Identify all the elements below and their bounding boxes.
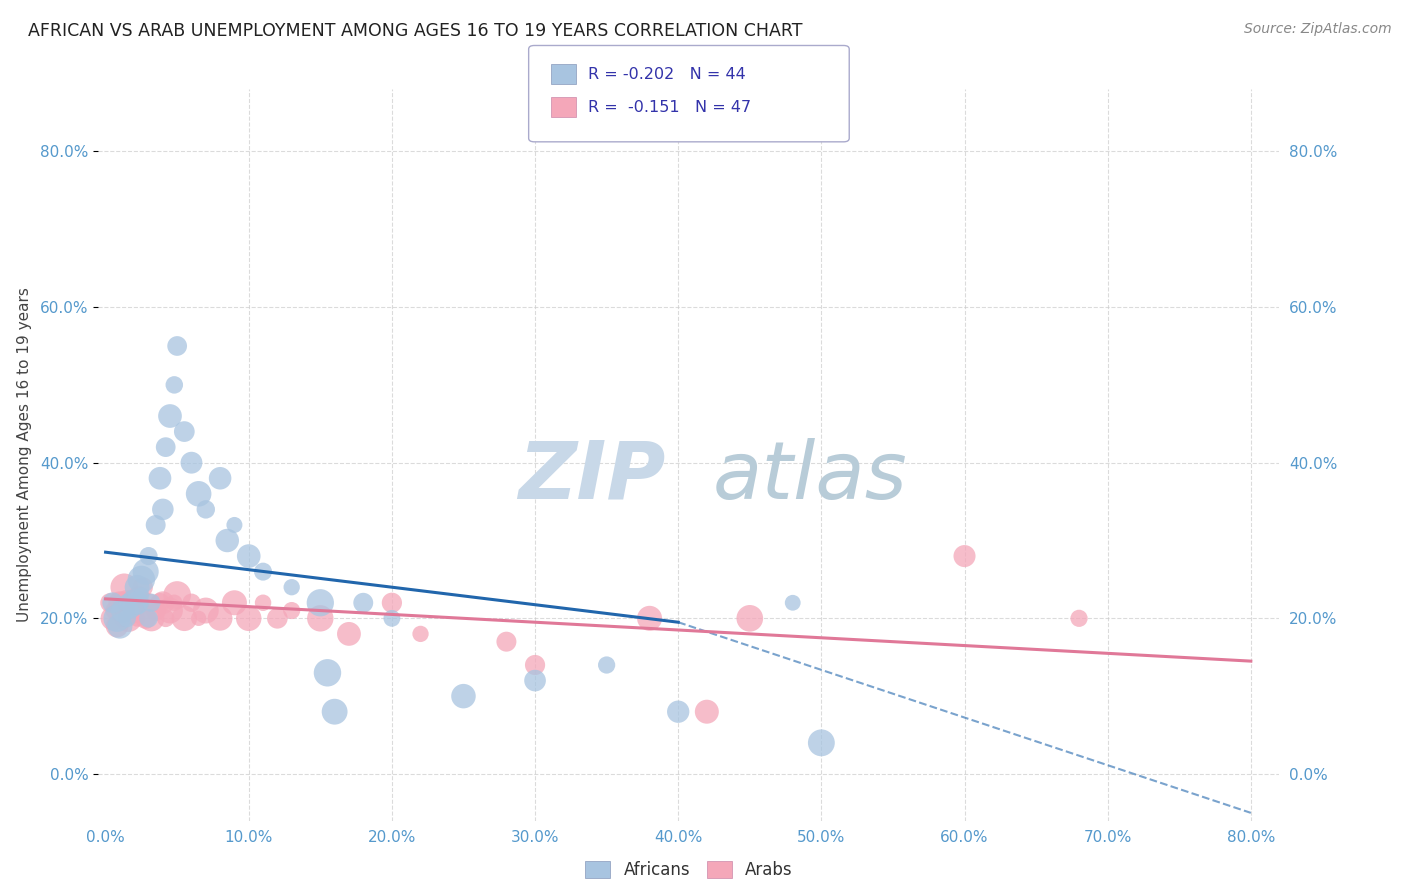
Text: ZIP: ZIP bbox=[517, 438, 665, 516]
Point bbox=[1067, 611, 1090, 625]
Point bbox=[138, 596, 160, 610]
Point bbox=[187, 611, 209, 625]
Point bbox=[280, 603, 302, 617]
Point bbox=[108, 619, 131, 633]
Point bbox=[120, 603, 142, 617]
Point bbox=[111, 611, 134, 625]
Point bbox=[696, 705, 718, 719]
Point bbox=[135, 565, 157, 579]
Point bbox=[495, 634, 517, 648]
Point bbox=[159, 409, 181, 423]
Point bbox=[131, 573, 153, 587]
Point bbox=[163, 377, 186, 392]
Point bbox=[104, 603, 127, 617]
Point bbox=[352, 596, 374, 610]
Point bbox=[138, 611, 160, 625]
Point bbox=[194, 502, 217, 516]
Point bbox=[224, 596, 246, 610]
Point bbox=[101, 611, 124, 625]
Point bbox=[180, 456, 202, 470]
Point bbox=[524, 673, 547, 688]
Point bbox=[316, 665, 339, 680]
Point bbox=[381, 611, 404, 625]
Point bbox=[149, 471, 172, 485]
Point bbox=[132, 580, 155, 594]
Point bbox=[141, 611, 163, 625]
Point bbox=[524, 658, 547, 673]
Point bbox=[666, 705, 689, 719]
Point bbox=[194, 603, 217, 617]
Point bbox=[209, 471, 232, 485]
Point bbox=[209, 611, 232, 625]
Text: AFRICAN VS ARAB UNEMPLOYMENT AMONG AGES 16 TO 19 YEARS CORRELATION CHART: AFRICAN VS ARAB UNEMPLOYMENT AMONG AGES … bbox=[28, 22, 803, 40]
Point bbox=[108, 596, 131, 610]
Point bbox=[155, 440, 177, 454]
Point bbox=[152, 596, 174, 610]
Point bbox=[105, 619, 128, 633]
Point bbox=[135, 611, 157, 625]
Point bbox=[138, 549, 160, 563]
Text: R =  -0.151   N = 47: R = -0.151 N = 47 bbox=[588, 100, 751, 114]
Point bbox=[224, 518, 246, 533]
Point bbox=[180, 596, 202, 610]
Point bbox=[122, 596, 145, 610]
Point bbox=[149, 596, 172, 610]
Point bbox=[98, 596, 121, 610]
Point bbox=[323, 705, 346, 719]
Point bbox=[125, 611, 148, 625]
Text: Source: ZipAtlas.com: Source: ZipAtlas.com bbox=[1244, 22, 1392, 37]
Point bbox=[101, 596, 124, 610]
Legend: Africans, Arabs: Africans, Arabs bbox=[578, 854, 800, 886]
Point bbox=[111, 603, 134, 617]
Point bbox=[152, 502, 174, 516]
Point bbox=[337, 627, 360, 641]
Point bbox=[105, 611, 128, 625]
Text: R = -0.202   N = 44: R = -0.202 N = 44 bbox=[588, 67, 745, 81]
Point bbox=[381, 596, 404, 610]
Point bbox=[266, 611, 288, 625]
Point bbox=[115, 596, 138, 610]
Point bbox=[166, 588, 188, 602]
Point bbox=[115, 611, 138, 625]
Point bbox=[217, 533, 239, 548]
Point bbox=[141, 596, 163, 610]
Y-axis label: Unemployment Among Ages 16 to 19 years: Unemployment Among Ages 16 to 19 years bbox=[17, 287, 32, 623]
Point bbox=[145, 603, 167, 617]
Point bbox=[309, 611, 332, 625]
Point bbox=[159, 603, 181, 617]
Point bbox=[112, 580, 135, 594]
Point bbox=[453, 689, 475, 703]
Point bbox=[120, 603, 142, 617]
Point bbox=[238, 549, 260, 563]
Point bbox=[738, 611, 761, 625]
Point bbox=[782, 596, 804, 610]
Point bbox=[166, 339, 188, 353]
Point bbox=[125, 596, 148, 610]
Point bbox=[145, 518, 167, 533]
Point bbox=[638, 611, 661, 625]
Point bbox=[115, 596, 138, 610]
Point bbox=[122, 596, 145, 610]
Point bbox=[953, 549, 976, 563]
Point bbox=[173, 425, 195, 439]
Point bbox=[128, 588, 150, 602]
Point bbox=[125, 580, 148, 594]
Point bbox=[280, 580, 302, 594]
Point bbox=[309, 596, 332, 610]
Point bbox=[187, 487, 209, 501]
Point bbox=[252, 565, 274, 579]
Point bbox=[117, 611, 139, 625]
Point bbox=[155, 611, 177, 625]
Text: atlas: atlas bbox=[713, 438, 907, 516]
Point bbox=[131, 588, 153, 602]
Point bbox=[595, 658, 617, 673]
Point bbox=[252, 596, 274, 610]
Point bbox=[810, 736, 832, 750]
Point bbox=[120, 596, 142, 610]
Point bbox=[238, 611, 260, 625]
Point bbox=[131, 596, 153, 610]
Point bbox=[163, 596, 186, 610]
Point bbox=[173, 611, 195, 625]
Point bbox=[409, 627, 432, 641]
